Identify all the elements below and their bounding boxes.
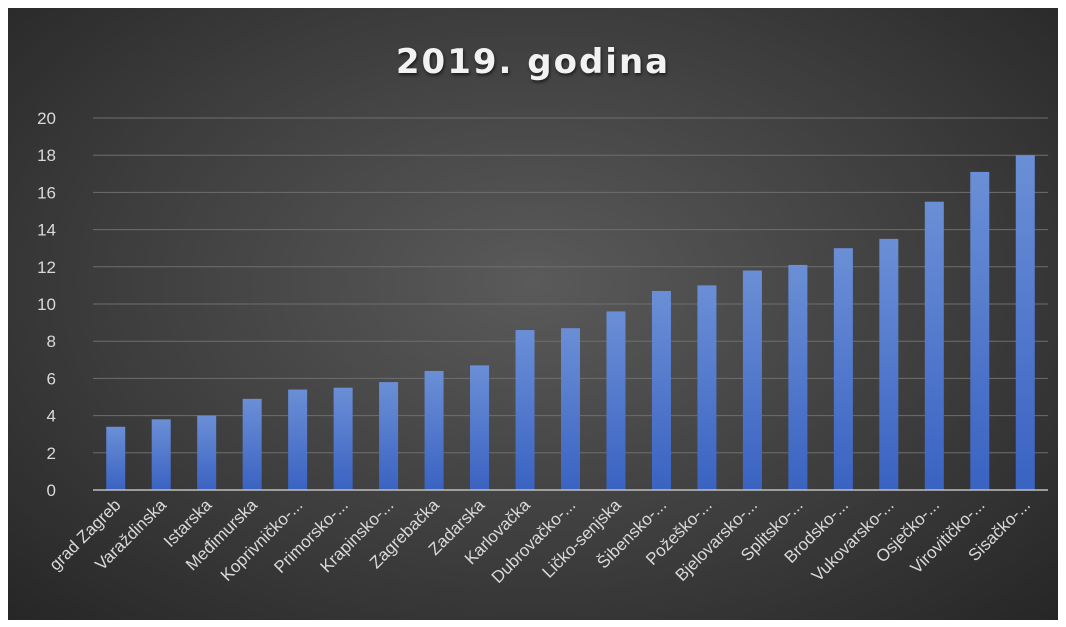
bar-11 [606, 311, 626, 490]
y-tick-label: 14 [37, 221, 56, 240]
bar-3 [242, 398, 262, 490]
bar-6 [379, 382, 399, 490]
y-tick-label: 20 [37, 109, 56, 128]
bar-18 [924, 201, 944, 490]
y-tick-label: 0 [47, 481, 56, 500]
bar-13 [697, 285, 717, 490]
chart-area: 2019. godina 0 2 4 6 8 10 12 14 16 18 20 grad Zagr… [8, 8, 1058, 620]
bars [106, 155, 1035, 490]
bar-16 [833, 248, 853, 490]
bar-4 [288, 389, 308, 490]
y-tick-label: 6 [47, 369, 56, 388]
y-axis-ticks: 0 2 4 6 8 10 12 14 16 18 20 [37, 109, 56, 500]
y-tick-label: 12 [37, 258, 56, 277]
bar-0 [106, 426, 126, 490]
y-tick-label: 18 [37, 146, 56, 165]
bar-20 [1015, 155, 1035, 490]
bar-8 [470, 365, 490, 490]
bar-19 [970, 171, 990, 490]
y-tick-label: 8 [47, 332, 56, 351]
chart-title: 2019. godina [395, 42, 671, 82]
bar-5 [333, 387, 353, 490]
y-tick-label: 4 [47, 407, 56, 426]
bar-7 [424, 370, 444, 490]
bar-9 [515, 330, 535, 490]
y-tick-label: 16 [37, 183, 56, 202]
plot-area: 0 2 4 6 8 10 12 14 16 18 20 grad ZagrebVaraždinska… [37, 109, 1048, 587]
y-tick-label: 2 [47, 444, 56, 463]
x-tick-label: Ličko-senjska [539, 495, 626, 582]
bar-17 [879, 238, 899, 490]
x-axis-labels: grad ZagrebVaraždinskaIstarskaMeđimurska… [46, 495, 1034, 587]
bar-10 [561, 328, 580, 490]
bar-2 [197, 415, 217, 490]
bar-15 [788, 264, 808, 490]
bar-12 [651, 290, 671, 490]
y-tick-label: 10 [37, 295, 56, 314]
bar-14 [742, 270, 762, 490]
bar-1 [151, 419, 171, 490]
